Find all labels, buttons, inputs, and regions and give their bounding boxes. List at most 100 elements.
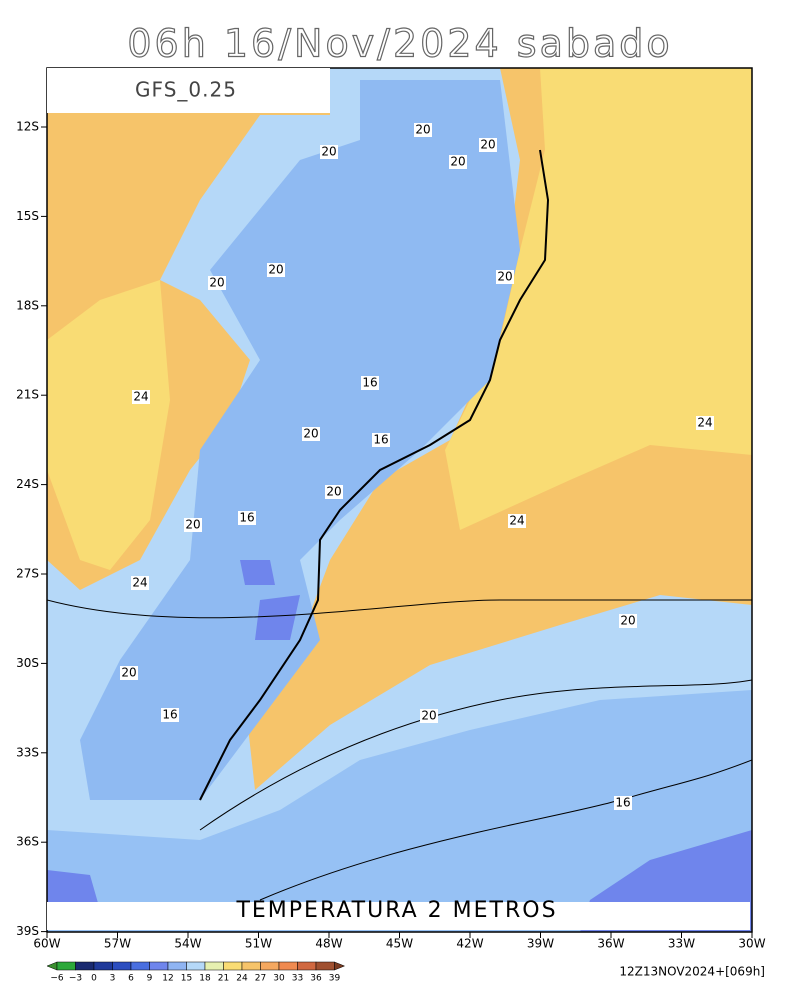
contour-label-bg	[696, 416, 714, 430]
lon-label: 48W	[315, 937, 342, 951]
contour-label-bg	[132, 390, 150, 404]
contour-label: 20	[121, 666, 136, 680]
colorbar-cell	[297, 961, 317, 971]
colorbar-cell	[75, 961, 95, 971]
contour-label: 20	[480, 138, 495, 152]
contour-label: 20	[415, 123, 430, 137]
lat-label: 18S	[16, 298, 39, 312]
colorbar-cell	[278, 961, 298, 971]
contour-label-bg	[420, 709, 438, 723]
contour-label-bg	[131, 576, 149, 590]
colorbar-cell	[167, 961, 187, 971]
lon-label: 45W	[386, 937, 413, 951]
contour-label-bg	[184, 518, 202, 532]
lat-label: 27S	[16, 567, 39, 581]
colorbar-label: 12	[162, 974, 173, 984]
contour-label: 20	[303, 427, 318, 441]
run-label: 12Z13NOV2024+[069h]	[619, 965, 765, 979]
colorbar-cell	[204, 961, 224, 971]
colorbar-label: 18	[199, 974, 211, 984]
colorbar-label: 6	[128, 974, 134, 984]
colorbar-label: 0	[91, 974, 97, 984]
contour-label-bg	[361, 376, 379, 390]
contour-label: 20	[209, 276, 224, 290]
contour-label: 16	[373, 433, 388, 447]
colorbar-cell	[149, 961, 169, 971]
contour-label-bg	[302, 427, 320, 441]
colorbar-label: 3	[110, 974, 116, 984]
colorbar-label: 9	[147, 974, 153, 984]
colorbar-label: −6	[50, 974, 64, 984]
contour-label-bg	[614, 796, 632, 810]
contour-label-bg	[414, 123, 432, 137]
lon-label: 33W	[668, 937, 695, 951]
lon-label: 42W	[456, 937, 483, 951]
contour-label-bg	[267, 263, 285, 277]
colorbar-label: 30	[273, 974, 285, 984]
contour-label-bg	[325, 485, 343, 499]
colorbar-cell	[260, 961, 280, 971]
colorbar-label: 27	[255, 974, 266, 984]
contour-label: 16	[162, 708, 177, 722]
field-label: TEMPERATURA 2 METROS	[235, 898, 557, 923]
lon-label: 36W	[597, 937, 624, 951]
contour-label: 20	[620, 614, 635, 628]
lat-label: 39S	[16, 924, 39, 938]
contour-label-bg	[496, 270, 514, 284]
contour-label-bg	[208, 276, 226, 290]
contour-label: 24	[133, 390, 148, 404]
lat-label: 12S	[16, 120, 39, 134]
colorbar-end	[334, 961, 346, 971]
colorbar-cell	[223, 961, 243, 971]
colorbar-label: 21	[218, 974, 229, 984]
contour-label: 16	[615, 796, 630, 810]
contour-label-bg	[161, 708, 179, 722]
contour-label-bg	[479, 138, 497, 152]
contour-label: 24	[132, 576, 147, 590]
contour-label: 20	[326, 485, 341, 499]
colorbar-label: 33	[292, 974, 303, 984]
contour-label: 16	[362, 376, 377, 390]
contour-label-bg	[120, 666, 138, 680]
model-label: GFS_0.25	[135, 78, 237, 102]
map-fill	[47, 68, 752, 932]
contour-label-bg	[372, 433, 390, 447]
colorbar-label: 36	[310, 974, 322, 984]
contour-label: 24	[697, 416, 712, 430]
contour-label-bg	[238, 511, 256, 525]
contour-label: 20	[497, 270, 512, 284]
contour-label-bg	[320, 145, 338, 159]
contour-label: 20	[421, 709, 436, 723]
lon-label: 30W	[738, 937, 765, 951]
colorbar-cell	[112, 961, 132, 971]
contour-label: 20	[185, 518, 200, 532]
colorbar-cell	[130, 961, 150, 971]
colorbar-cell	[315, 961, 335, 971]
colorbar-cell	[93, 961, 113, 971]
colorbar-cell	[186, 961, 206, 971]
lat-label: 36S	[16, 835, 39, 849]
lat-label: 15S	[16, 209, 39, 223]
lon-label: 54W	[174, 937, 201, 951]
contour-label-bg	[619, 614, 637, 628]
colorbar-cell	[241, 961, 261, 971]
colorbar-label: 39	[329, 974, 341, 984]
lat-label: 30S	[16, 656, 39, 670]
lon-label: 60W	[33, 937, 60, 951]
colorbar-end	[46, 961, 58, 971]
lon-label: 51W	[245, 937, 272, 951]
contour-label: 16	[239, 511, 254, 525]
colorbar-label: 15	[181, 974, 192, 984]
contour-label-bg	[449, 155, 467, 169]
contour-label-bg	[508, 514, 526, 528]
field-box	[47, 902, 750, 930]
lon-label: 39W	[527, 937, 554, 951]
contour-label: 20	[268, 263, 283, 277]
lat-label: 24S	[16, 477, 39, 491]
model-box	[47, 68, 330, 113]
colorbar-cell	[56, 961, 76, 971]
lon-label: 57W	[104, 937, 131, 951]
colorbar-label: −3	[69, 974, 82, 984]
contour-label: 20	[450, 155, 465, 169]
